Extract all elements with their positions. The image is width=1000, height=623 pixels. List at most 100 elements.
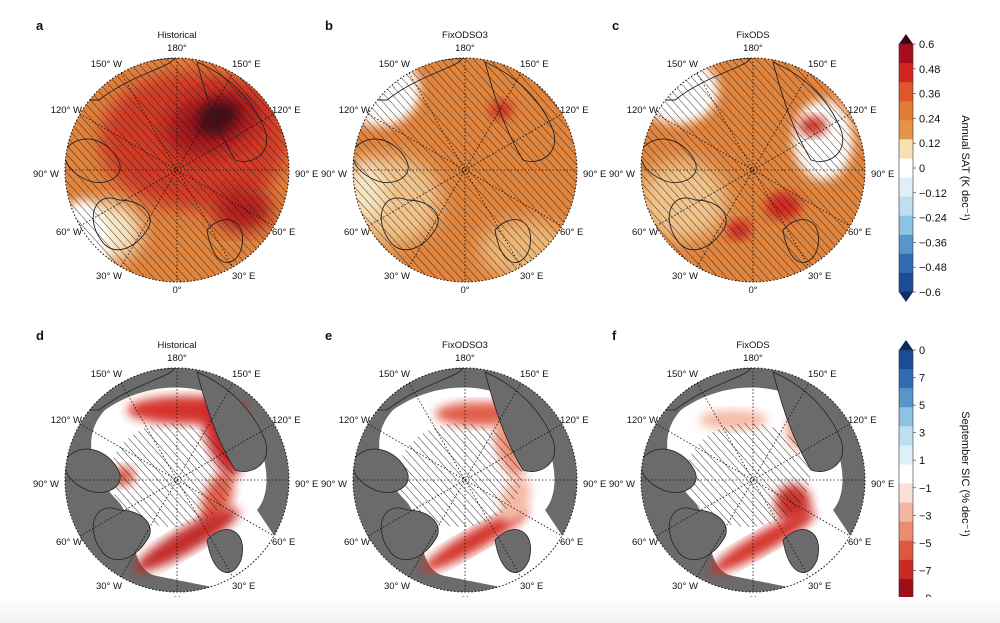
longitude-label: 90° W <box>33 169 59 180</box>
longitude-label: 30° E <box>520 271 543 282</box>
longitude-label: 90° W <box>609 169 635 180</box>
colorbar-segment <box>899 388 913 408</box>
colorbar-tick-label: 7 <box>919 373 925 385</box>
longitude-label: 30° W <box>96 271 122 282</box>
panel-title: FixODSO3 <box>442 340 488 351</box>
longitude-label: 30° E <box>232 581 255 592</box>
longitude-label: 120° E <box>272 415 301 426</box>
longitude-label: 90° W <box>321 479 347 490</box>
colorbar-tick-label: 0.36 <box>919 89 940 101</box>
colorbar-tick-label: −3 <box>919 510 932 522</box>
longitude-label: 60° E <box>848 537 871 548</box>
colorbar-segment <box>899 139 913 159</box>
colorbar-tick-label: 3 <box>919 428 925 440</box>
longitude-label: 120° W <box>627 105 658 116</box>
longitude-label: 60° E <box>848 227 871 238</box>
meridian-line <box>408 72 522 268</box>
longitude-label: 120° W <box>627 415 658 426</box>
colorbar-segment <box>899 196 913 217</box>
longitude-label: 90° W <box>321 169 347 180</box>
panel-title: FixODS <box>736 30 769 41</box>
colorbar-segment <box>899 578 913 599</box>
colorbars: 0.6 0.48 0.36 0.24 0.12 0 −0.12 −0.24 −0.36 −0.48… <box>898 34 971 608</box>
longitude-label: 60° E <box>272 227 295 238</box>
bottom-fade <box>0 597 1000 623</box>
panel-title: FixODS <box>736 340 769 351</box>
colorbar-segment <box>899 253 913 274</box>
colorbar-segment <box>899 445 913 465</box>
colorbar-segment <box>899 369 913 389</box>
longitude-label: 0° <box>460 285 469 296</box>
longitude-label: 0° <box>172 285 181 296</box>
colorbar-segment <box>899 464 913 484</box>
colorbar-tick-label: −1 <box>919 483 932 495</box>
longitude-label: 30° W <box>384 581 410 592</box>
longitude-label: 60° W <box>632 537 658 548</box>
longitude-label: 180° <box>167 43 187 54</box>
longitude-label: 180° <box>167 353 187 364</box>
longitude-label: 120° W <box>51 105 82 116</box>
panel-letter: e <box>325 328 332 343</box>
longitude-label: 120° W <box>339 415 370 426</box>
longitude-label: 150° W <box>91 369 122 380</box>
longitude-label: 150° W <box>667 59 698 70</box>
panel-letter: f <box>612 328 617 343</box>
map-boundary <box>352 57 578 283</box>
colorbar-title: September SIC (% dec⁻¹) <box>959 411 971 537</box>
longitude-label: 90° E <box>871 479 894 490</box>
longitude-label: 90° W <box>609 479 635 490</box>
colorbar-tick-label: −7 <box>919 565 932 577</box>
longitude-label: 150° W <box>379 369 410 380</box>
longitude-label: 120° W <box>339 105 370 116</box>
colorbar-segment <box>899 426 913 446</box>
meridian-line <box>120 72 234 268</box>
colorbar-tick-label: −5 <box>919 538 932 550</box>
colorbar-title: Annual SAT (K dec⁻¹) <box>959 115 971 221</box>
longitude-label: 60° W <box>56 537 82 548</box>
panel-letter: b <box>325 18 333 33</box>
panel-letter: d <box>36 328 44 343</box>
map-boundary <box>640 57 866 283</box>
longitude-label: 120° E <box>272 105 301 116</box>
longitude-label: 60° W <box>632 227 658 238</box>
map-field <box>353 368 577 592</box>
colorbar-segment <box>899 521 913 542</box>
longitude-label: 180° <box>743 353 763 364</box>
longitude-label: 60° W <box>56 227 82 238</box>
longitude-label: 60° E <box>560 537 583 548</box>
longitude-label: 30° E <box>520 581 543 592</box>
colorbar-segment <box>899 44 913 64</box>
map-panel-a: 180° 150° E 120° E 90° E 60° E 30° E 0° 30° W 60… <box>33 18 318 296</box>
longitude-label: 90° E <box>583 479 606 490</box>
longitude-label: 90° E <box>583 169 606 180</box>
map-boundary <box>64 367 290 593</box>
panel-title: Historical <box>157 340 196 351</box>
longitude-label: 180° <box>455 353 475 364</box>
longitude-label: 30° W <box>384 271 410 282</box>
longitude-label: 120° E <box>560 105 589 116</box>
longitude-label: 30° W <box>672 581 698 592</box>
colorbar-segment <box>899 350 913 370</box>
colorbar-tick-label: 0.12 <box>919 138 940 150</box>
longitude-label: 120° E <box>560 415 589 426</box>
longitude-label: 150° E <box>808 369 837 380</box>
longitude-label: 30° E <box>232 271 255 282</box>
colorbar-tick-label: −0.36 <box>919 237 947 249</box>
longitude-label: 150° W <box>91 59 122 70</box>
colorbar-tick-label: −0.48 <box>919 262 947 274</box>
panel-letter: a <box>36 18 44 33</box>
colorbar-segment <box>899 215 913 236</box>
longitude-label: 150° W <box>379 59 410 70</box>
longitude-label: 150° E <box>520 369 549 380</box>
colorbar-bottom-arrow <box>899 292 913 302</box>
longitude-label: 60° W <box>344 227 370 238</box>
map-panel-b: 180° 150° E 120° E 90° E 60° E 30° E 0° 30° W 60… <box>321 18 606 296</box>
colorbar-segment <box>899 272 913 293</box>
colorbar-segment <box>899 559 913 580</box>
meridian-line <box>696 72 810 268</box>
colorbar-tick-label: 0.24 <box>919 113 940 125</box>
colorbar-tick-label: 0.6 <box>919 39 934 51</box>
